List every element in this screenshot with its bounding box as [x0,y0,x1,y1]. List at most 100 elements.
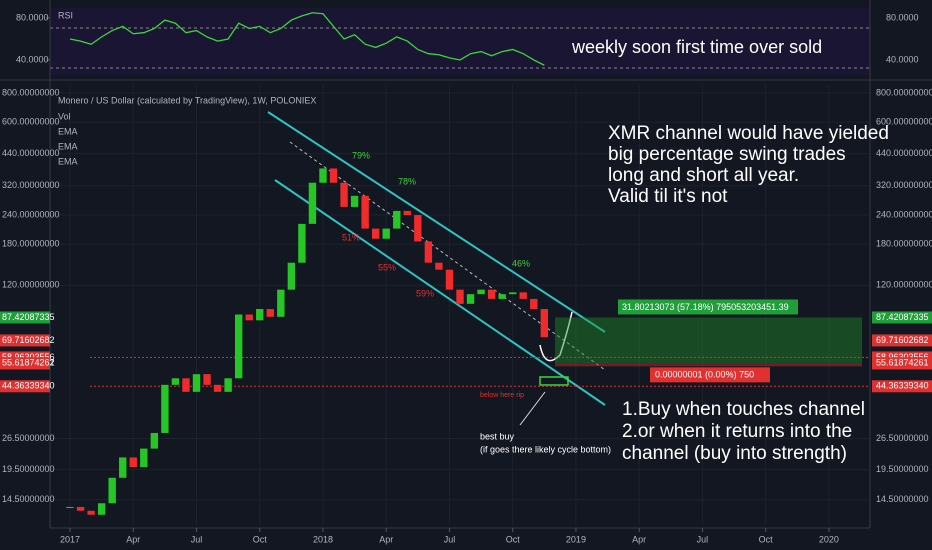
candle [256,309,264,321]
price-tag [872,357,932,370]
price-tag [872,380,932,393]
candle [129,457,137,468]
position-label: 31.80213073 (57.18%) 795053203451.39 [622,302,789,312]
y-tick-label: 26.50000000 [876,433,929,443]
price-tag [0,311,50,324]
x-tick-label: Oct [759,534,774,544]
rsi-panel [50,8,870,75]
candle [234,314,243,379]
swing-label: 79% [352,150,370,160]
candle [498,294,506,299]
candle [308,182,317,224]
candle [445,269,454,290]
channel-line [267,111,606,333]
indicator: Vol [58,111,71,121]
price-tag-label: 55.61874261 [876,358,929,368]
price-tag [0,380,50,393]
chart-title: Monero / US Dollar (calculated by Tradin… [58,95,316,105]
candle [287,262,296,290]
swing-label: 46% [512,258,530,268]
y-tick-label: 19.50000000 [876,464,929,474]
price-tag-label: 58.96303556 [2,352,55,362]
position-box [618,299,798,315]
annotation: XMR channel would have yielded [608,123,889,144]
channel-line [274,179,606,406]
candle [266,309,274,317]
y-tick-label: 240.00000000 [876,209,932,219]
annotation: long and short all year. [608,165,799,186]
y-tick-label: 180.00000000 [876,239,932,249]
y-tick-label: 320.00000000 [876,180,932,190]
y-tick-label: 600.00000000 [876,116,932,126]
x-tick-label: Apr [379,534,393,544]
candle [97,503,106,515]
candle [277,289,285,317]
swing-label: 55% [378,262,396,272]
rsi-tick-label: 40.0000 [16,54,49,64]
candle [298,223,306,263]
candle [382,228,390,239]
rsi-tick-label: 80.0000 [16,12,49,22]
y-tick-label: 14.50000000 [2,494,55,504]
candle [171,378,180,385]
x-tick-label: Jul [444,534,456,544]
x-tick-label: 2018 [313,534,333,544]
y-tick-label: 440.00000000 [876,148,932,158]
x-tick-label: 2020 [819,534,839,544]
indicator: EMA [58,156,78,166]
y-tick-label: 800.00000000 [876,87,932,97]
x-tick-label: 2019 [566,534,586,544]
candle [393,210,401,229]
y-tick-label: 320.00000000 [2,180,60,190]
candle [150,432,159,449]
candle [371,228,380,239]
y-tick-label: 600.00000000 [2,116,60,126]
price-tag [0,357,50,370]
candle [140,448,148,468]
candle [340,182,348,207]
y-tick-label: 120.00000000 [2,280,60,290]
y-tick-label: 240.00000000 [2,209,60,219]
indicator: EMA [58,126,78,136]
x-tick-label: Oct [253,534,268,544]
candle [66,506,74,508]
position-box [650,367,770,383]
annotation: 2.or when it returns into the [622,421,852,442]
y-tick-label: 19.50000000 [2,464,55,474]
y-tick-label: 120.00000000 [876,280,932,290]
price-tag-label: 44.36339340 [2,381,55,391]
arrow [519,391,546,426]
projection [539,311,573,362]
x-tick-label: 2017 [60,534,80,544]
annotation: big percentage swing trades [608,144,846,165]
profit-zone [555,317,862,364]
rsi-tick-label: 40.0000 [886,54,919,64]
annotation: best buy [480,431,515,441]
price-tag-label: 69.71602682 [2,335,55,345]
buy-zone [539,376,569,386]
x-tick-label: Apr [126,534,140,544]
candle [182,378,190,392]
y-tick-label: 800.00000000 [2,87,60,97]
candle [76,506,85,511]
rsi-tick-label: 80.0000 [886,12,919,22]
loss-zone [555,363,862,367]
price-tag [0,334,50,347]
candle [161,384,169,433]
candle [213,384,222,392]
price-tag-label: 44.36339340 [876,381,929,391]
swing-label: 59% [416,288,434,298]
annotation: Valid til it's not [608,186,728,207]
rsi-label: RSI [58,10,73,20]
candle [487,289,496,299]
candle [424,241,433,263]
candle [350,195,359,207]
swing-label: 51% [342,232,360,242]
y-tick-label: 14.50000000 [876,494,929,504]
rsi-annotation: weekly soon first time over sold [571,37,822,57]
annotation: (if goes there likely cycle bottom) [480,444,611,454]
candle [403,210,411,216]
candle [361,195,369,229]
candle [414,215,422,242]
x-tick-label: Jul [697,534,709,544]
